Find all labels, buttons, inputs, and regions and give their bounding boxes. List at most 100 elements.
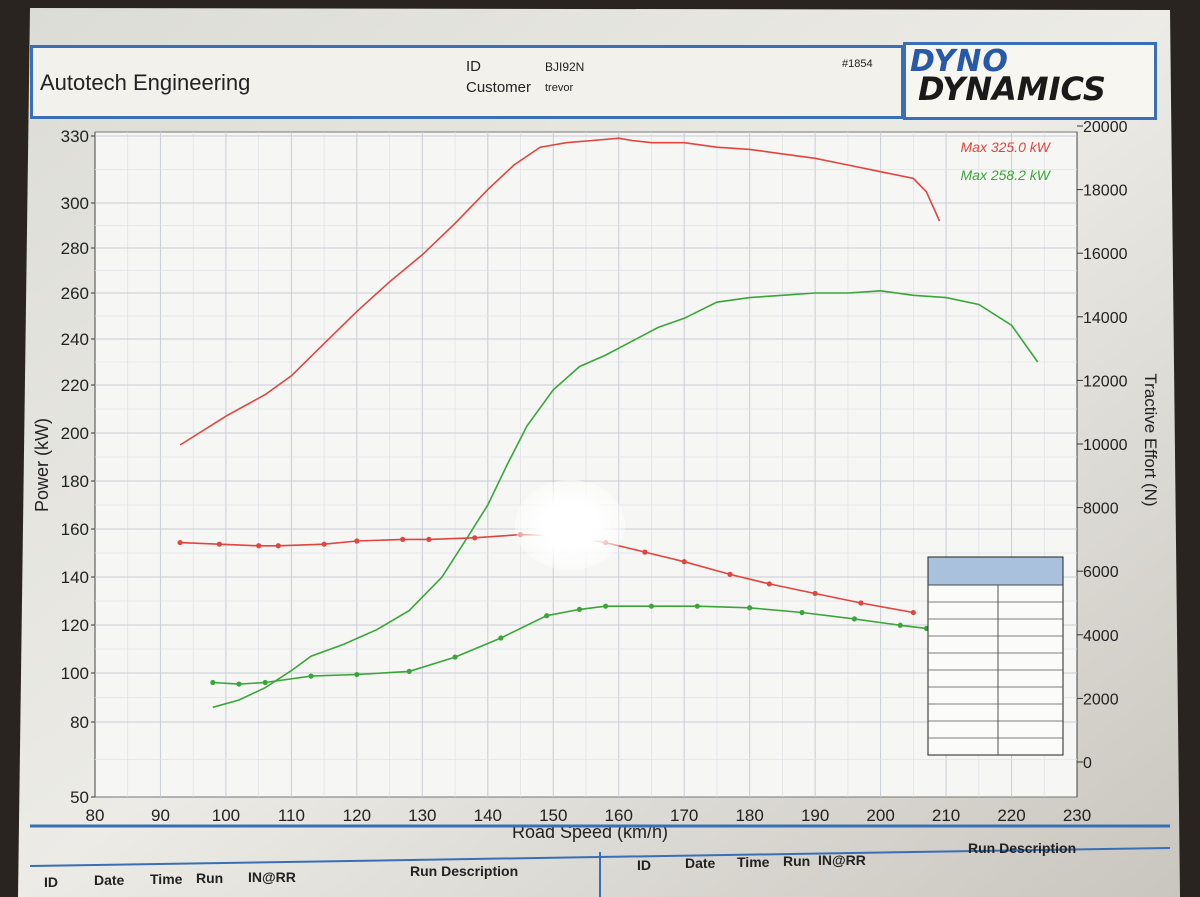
footer-right-time: Time <box>737 854 770 870</box>
y-tick-label: 200 <box>61 424 89 443</box>
x-tick-label: 220 <box>997 806 1025 825</box>
x-tick-label: 140 <box>474 806 502 825</box>
series-point-3 <box>498 635 504 641</box>
y2-axis-label: Tractive Effort (N) <box>1141 373 1160 506</box>
x-tick-label: 210 <box>932 806 960 825</box>
series-point-3 <box>354 671 360 678</box>
y2-tick-label: 0 <box>1083 755 1092 772</box>
series-point-2 <box>642 549 648 555</box>
series-point-3 <box>262 679 268 686</box>
id-value: BJI92N <box>545 60 585 74</box>
series-point-3 <box>236 681 242 687</box>
series-point-2 <box>681 559 687 565</box>
footer-right-run: Run <box>783 853 811 869</box>
series-point-3 <box>406 668 412 674</box>
series-point-2 <box>910 609 916 616</box>
legend-max-red: Max 325.0 kW <box>961 139 1052 155</box>
y2-tick-label: 14000 <box>1083 310 1128 327</box>
y-tick-label: 160 <box>61 520 89 539</box>
x-tick-label: 80 <box>86 806 105 825</box>
logo-panel <box>903 42 1157 120</box>
series-point-3 <box>308 673 314 679</box>
footer-left-time: Time <box>150 871 183 887</box>
y-tick-label: 100 <box>61 664 89 683</box>
series-line-0 <box>179 137 941 446</box>
series-point-3 <box>648 603 655 609</box>
series-point-3 <box>851 616 858 622</box>
x-tick-label: 110 <box>278 806 305 825</box>
series-point-3 <box>694 603 700 609</box>
legend-max-green: Max 258.2 kW <box>961 167 1052 183</box>
footer-right-date: Date <box>685 855 716 871</box>
flash-glare <box>515 480 625 570</box>
customer-value: trevor <box>545 82 574 94</box>
y2-tick-label: 16000 <box>1083 246 1128 263</box>
footer-right-id: ID <box>637 857 651 873</box>
y-tick-label: 140 <box>61 568 89 587</box>
series-point-3 <box>210 679 216 686</box>
y2-tick-label: 12000 <box>1083 373 1128 390</box>
series-point-2 <box>472 535 478 541</box>
company-name: Autotech Engineering <box>40 70 251 95</box>
series-point-2 <box>426 536 432 543</box>
y-tick-label: 240 <box>61 330 89 349</box>
x-tick-label: 200 <box>866 806 894 825</box>
y2-tick-label: 18000 <box>1083 183 1128 200</box>
y-tick-label: 330 <box>61 127 89 146</box>
y-tick-label: 300 <box>61 194 89 213</box>
y-tick-label: 220 <box>61 376 89 395</box>
ticks: 80 90 100 110 120 130 140 150 160 170 180 190 200 210… <box>61 119 1128 825</box>
series-point-2 <box>256 543 262 549</box>
y-axis-label: Power (kW) <box>32 418 52 512</box>
x-tick-label: 130 <box>408 806 436 825</box>
x-tick-label: 150 <box>539 806 567 825</box>
series-point-2 <box>766 581 772 587</box>
footer-left-date: Date <box>94 872 125 888</box>
series-point-2 <box>177 539 183 546</box>
series-point-2 <box>727 571 733 577</box>
x-tick-label: 190 <box>801 806 829 825</box>
customer-label: Customer <box>466 79 532 96</box>
series-point-2 <box>321 541 327 547</box>
logo-dynamics: DYNAMICS <box>918 70 1106 108</box>
footer-left-id: ID <box>44 874 58 890</box>
footer-right-desc: Run Description <box>968 840 1077 856</box>
series-point-2 <box>400 536 406 543</box>
x-tick-label: 120 <box>343 806 371 825</box>
x-tick-label: 90 <box>151 806 170 825</box>
series-line-1 <box>212 289 1039 709</box>
x-tick-label: 100 <box>212 806 240 825</box>
y-tick-label: 260 <box>61 284 89 303</box>
series-point-3 <box>799 609 805 616</box>
run-number: #1854 <box>842 58 873 70</box>
series-point-2 <box>275 543 281 549</box>
series-point-3 <box>747 605 753 611</box>
series-point-3 <box>897 622 903 628</box>
series-point-2 <box>216 541 222 547</box>
series-point-2 <box>858 600 864 606</box>
series-point-3 <box>544 613 550 619</box>
footer-left-inrr: IN@RR <box>248 869 296 885</box>
series-point-2 <box>354 538 360 544</box>
y-tick-label: 280 <box>61 239 89 258</box>
y2-tick-label: 8000 <box>1083 501 1119 518</box>
y2-tick-label: 20000 <box>1083 119 1128 136</box>
series-point-3 <box>452 654 458 660</box>
series-point-3 <box>576 606 583 612</box>
footer-left-run: Run <box>196 870 224 886</box>
series-point-2 <box>812 590 818 597</box>
x-tick-label: 230 <box>1063 806 1091 825</box>
x-tick-label: 170 <box>670 806 698 825</box>
y2-tick-label: 6000 <box>1083 564 1119 581</box>
logo-dyno: DYNO <box>910 44 1009 79</box>
x-tick-label: 160 <box>605 806 633 825</box>
x-tick-label: 180 <box>735 806 763 825</box>
footer-right-inrr: IN@RR <box>818 852 866 868</box>
y-tick-label: 120 <box>61 616 89 635</box>
footer-left-desc: Run Description <box>410 863 519 879</box>
y2-tick-label: 10000 <box>1083 437 1128 454</box>
series-point-3 <box>603 603 609 609</box>
